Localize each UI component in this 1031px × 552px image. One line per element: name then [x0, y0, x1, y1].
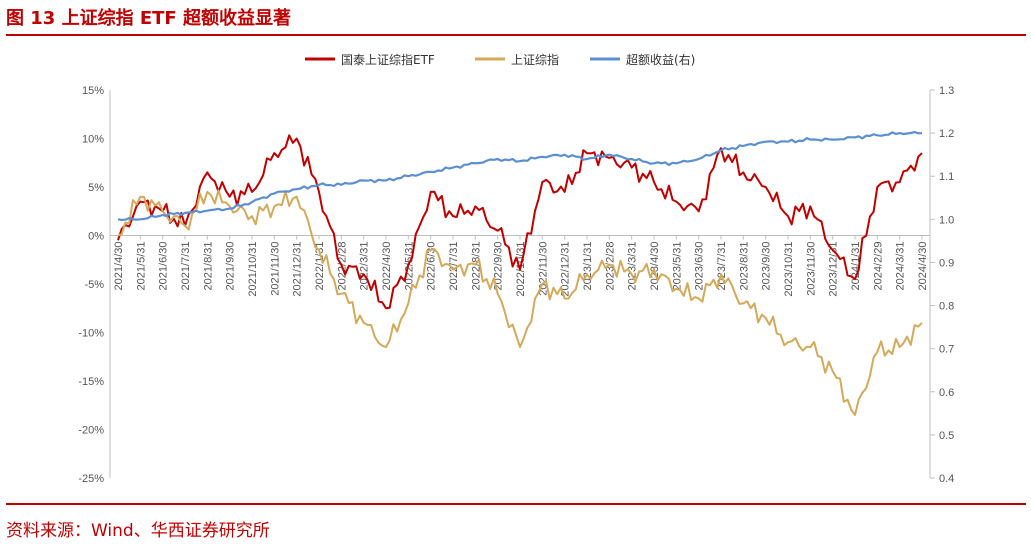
- series-line: [117, 189, 923, 416]
- legend-label: 国泰上证综指ETF: [341, 52, 435, 67]
- y-left-tick-label: 5%: [88, 182, 104, 194]
- title-rule: [6, 34, 1026, 36]
- legend-label: 上证综指: [511, 52, 559, 67]
- y-left-tick-label: -20%: [78, 425, 104, 437]
- x-tick-label: 2021/6/30: [158, 242, 170, 291]
- x-tick-label: 2023/1/31: [582, 242, 594, 291]
- y-left-tick-label: 0%: [88, 231, 104, 243]
- x-tick-label: 2021/8/31: [202, 241, 214, 290]
- y-right-tick-label: 1.3: [939, 85, 954, 97]
- y-left-tick-label: -5%: [84, 279, 104, 291]
- x-tick-label: 2022/8/31: [470, 242, 482, 291]
- series-line: [117, 131, 923, 221]
- y-right-tick-label: 0.5: [939, 430, 954, 442]
- x-tick-label: 2024/2/29: [872, 242, 884, 291]
- x-tick-label: 2021/10/31: [247, 242, 259, 297]
- x-tick-label: 2021/7/31: [180, 242, 192, 291]
- x-tick-label: 2021/12/31: [292, 242, 304, 297]
- x-tick-label: 2023/8/31: [738, 242, 750, 291]
- y-left-tick-label: 15%: [82, 85, 104, 97]
- figure-title: 图 13 上证综指 ETF 超额收益显著: [6, 8, 291, 29]
- y-right-tick-label: 1.2: [939, 128, 954, 140]
- x-tick-label: 2024/4/30: [917, 242, 929, 291]
- x-tick-label: 2023/5/31: [671, 242, 683, 291]
- x-tick-label: 2021/11/30: [269, 242, 281, 296]
- x-tick-label: 2023/3/31: [627, 242, 639, 291]
- x-tick-label: 2023/2/28: [604, 242, 616, 291]
- series-line: [117, 134, 923, 310]
- y-left-tick-label: -10%: [78, 328, 104, 340]
- x-tick-label: 2023/11/30: [805, 242, 817, 296]
- x-tick-label: 2023/4/30: [649, 242, 661, 291]
- x-tick-label: 2021/9/30: [225, 242, 237, 291]
- x-tick-label: 2023/9/30: [761, 242, 773, 291]
- y-right-tick-label: 0.7: [939, 344, 954, 356]
- x-tick-label: 2024/3/31: [895, 242, 907, 291]
- legend-label: 超额收益(右): [626, 52, 695, 67]
- x-tick-label: 2022/9/30: [493, 241, 505, 290]
- y-right-tick-label: 1.1: [939, 171, 954, 183]
- y-right-tick-label: 1.0: [939, 214, 954, 226]
- x-tick-label: 2023/10/31: [783, 242, 795, 297]
- source-note: 资料来源：Wind、华西证券研究所: [6, 521, 270, 541]
- y-left-tick-label: -25%: [78, 473, 104, 485]
- x-tick-label: 2022/7/31: [448, 242, 460, 291]
- x-tick-label: 2022/6/30: [426, 242, 438, 291]
- y-right-tick-label: 0.9: [939, 257, 954, 269]
- x-tick-label: 2022/1/31: [314, 242, 326, 291]
- y-right-tick-label: 0.6: [939, 387, 954, 399]
- x-tick-label: 2021/5/31: [135, 242, 147, 291]
- x-tick-label: 2022/12/31: [560, 242, 572, 297]
- footer-rule: [6, 503, 1026, 505]
- y-right-tick-label: 0.8: [939, 301, 954, 313]
- y-left-tick-label: -15%: [78, 376, 104, 388]
- x-tick-label: 2023/6/30: [694, 242, 706, 291]
- y-left-tick-label: 10%: [82, 134, 104, 146]
- y-right-tick-label: 0.4: [939, 473, 954, 485]
- x-tick-label: 2022/4/30: [381, 242, 393, 291]
- x-tick-label: 2021/4/30: [113, 242, 125, 291]
